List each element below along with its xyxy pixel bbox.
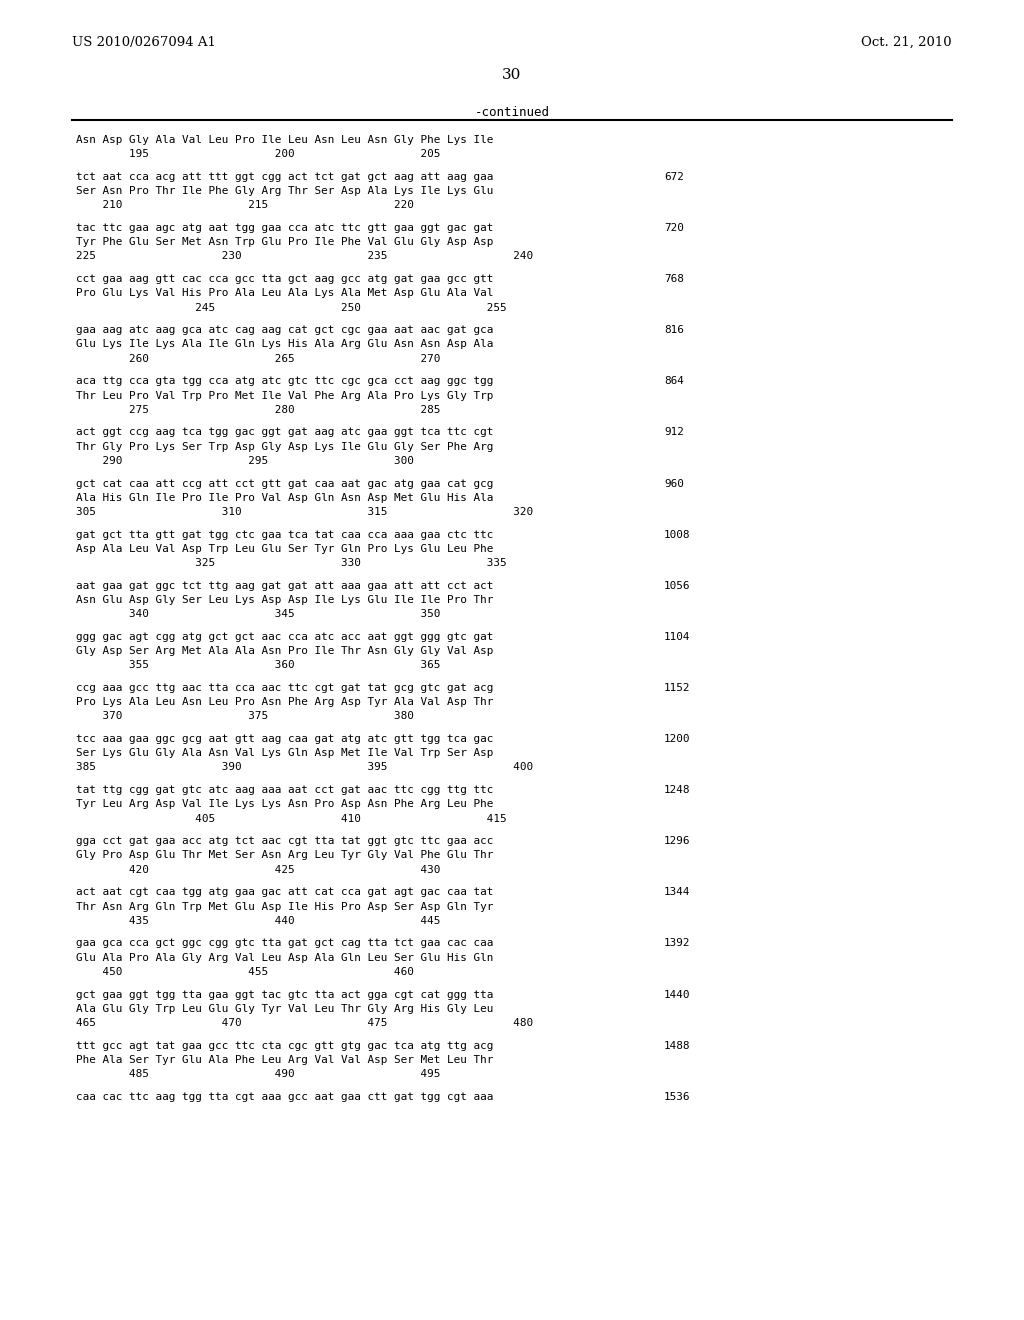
Text: ttt gcc agt tat gaa gcc ttc cta cgc gtt gtg gac tca atg ttg acg: ttt gcc agt tat gaa gcc ttc cta cgc gtt …	[76, 1040, 494, 1051]
Text: Asn Glu Asp Gly Ser Leu Lys Asp Asp Ile Lys Glu Ile Ile Pro Thr: Asn Glu Asp Gly Ser Leu Lys Asp Asp Ile …	[76, 595, 494, 605]
Text: Ala Glu Gly Trp Leu Glu Gly Tyr Val Leu Thr Gly Arg His Gly Leu: Ala Glu Gly Trp Leu Glu Gly Tyr Val Leu …	[76, 1003, 494, 1014]
Text: 672: 672	[664, 172, 684, 182]
Text: Ala His Gln Ile Pro Ile Pro Val Asp Gln Asn Asp Met Glu His Ala: Ala His Gln Ile Pro Ile Pro Val Asp Gln …	[76, 492, 494, 503]
Text: 1104: 1104	[664, 632, 690, 642]
Text: 485                   490                   495: 485 490 495	[76, 1069, 440, 1078]
Text: Oct. 21, 2010: Oct. 21, 2010	[861, 36, 952, 49]
Text: 1440: 1440	[664, 990, 690, 999]
Text: 1152: 1152	[664, 682, 690, 693]
Text: 864: 864	[664, 376, 684, 387]
Text: cct gaa aag gtt cac cca gcc tta gct aag gcc atg gat gaa gcc gtt: cct gaa aag gtt cac cca gcc tta gct aag …	[76, 275, 494, 284]
Text: 465                   470                   475                   480: 465 470 475 480	[76, 1018, 534, 1028]
Text: gga cct gat gaa acc atg tct aac cgt tta tat ggt gtc ttc gaa acc: gga cct gat gaa acc atg tct aac cgt tta …	[76, 836, 494, 846]
Text: -continued: -continued	[474, 106, 550, 119]
Text: Pro Lys Ala Leu Asn Leu Pro Asn Phe Arg Asp Tyr Ala Val Asp Thr: Pro Lys Ala Leu Asn Leu Pro Asn Phe Arg …	[76, 697, 494, 708]
Text: 195                   200                   205: 195 200 205	[76, 149, 440, 160]
Text: 1392: 1392	[664, 939, 690, 948]
Text: 450                   455                   460: 450 455 460	[76, 966, 414, 977]
Text: 305                   310                   315                   320: 305 310 315 320	[76, 507, 534, 517]
Text: 370                   375                   380: 370 375 380	[76, 711, 414, 721]
Text: gct gaa ggt tgg tta gaa ggt tac gtc tta act gga cgt cat ggg tta: gct gaa ggt tgg tta gaa ggt tac gtc tta …	[76, 990, 494, 999]
Text: act ggt ccg aag tca tgg gac ggt gat aag atc gaa ggt tca ttc cgt: act ggt ccg aag tca tgg gac ggt gat aag …	[76, 428, 494, 437]
Text: 768: 768	[664, 275, 684, 284]
Text: Glu Ala Pro Ala Gly Arg Val Leu Asp Ala Gln Leu Ser Glu His Gln: Glu Ala Pro Ala Gly Arg Val Leu Asp Ala …	[76, 953, 494, 962]
Text: Pro Glu Lys Val His Pro Ala Leu Ala Lys Ala Met Asp Glu Ala Val: Pro Glu Lys Val His Pro Ala Leu Ala Lys …	[76, 288, 494, 298]
Text: Thr Leu Pro Val Trp Pro Met Ile Val Phe Arg Ala Pro Lys Gly Trp: Thr Leu Pro Val Trp Pro Met Ile Val Phe …	[76, 391, 494, 400]
Text: tcc aaa gaa ggc gcg aat gtt aag caa gat atg atc gtt tgg tca gac: tcc aaa gaa ggc gcg aat gtt aag caa gat …	[76, 734, 494, 744]
Text: caa cac ttc aag tgg tta cgt aaa gcc aat gaa ctt gat tgg cgt aaa: caa cac ttc aag tgg tta cgt aaa gcc aat …	[76, 1092, 494, 1102]
Text: 1008: 1008	[664, 529, 690, 540]
Text: Asp Ala Leu Val Asp Trp Leu Glu Ser Tyr Gln Pro Lys Glu Leu Phe: Asp Ala Leu Val Asp Trp Leu Glu Ser Tyr …	[76, 544, 494, 554]
Text: tct aat cca acg att ttt ggt cgg act tct gat gct aag att aag gaa: tct aat cca acg att ttt ggt cgg act tct …	[76, 172, 494, 182]
Text: 340                   345                   350: 340 345 350	[76, 609, 440, 619]
Text: 30: 30	[503, 69, 521, 82]
Text: 385                   390                   395                   400: 385 390 395 400	[76, 763, 534, 772]
Text: Tyr Phe Glu Ser Met Asn Trp Glu Pro Ile Phe Val Glu Gly Asp Asp: Tyr Phe Glu Ser Met Asn Trp Glu Pro Ile …	[76, 238, 494, 247]
Text: Thr Gly Pro Lys Ser Trp Asp Gly Asp Lys Ile Glu Gly Ser Phe Arg: Thr Gly Pro Lys Ser Trp Asp Gly Asp Lys …	[76, 442, 494, 451]
Text: 960: 960	[664, 479, 684, 488]
Text: ccg aaa gcc ttg aac tta cca aac ttc cgt gat tat gcg gtc gat acg: ccg aaa gcc ttg aac tta cca aac ttc cgt …	[76, 682, 494, 693]
Text: 245                   250                   255: 245 250 255	[76, 302, 507, 313]
Text: 260                   265                   270: 260 265 270	[76, 354, 440, 363]
Text: US 2010/0267094 A1: US 2010/0267094 A1	[72, 36, 216, 49]
Text: 355                   360                   365: 355 360 365	[76, 660, 440, 671]
Text: 225                   230                   235                   240: 225 230 235 240	[76, 251, 534, 261]
Text: gaa aag atc aag gca atc cag aag cat gct cgc gaa aat aac gat gca: gaa aag atc aag gca atc cag aag cat gct …	[76, 325, 494, 335]
Text: aat gaa gat ggc tct ttg aag gat gat att aaa gaa att att cct act: aat gaa gat ggc tct ttg aag gat gat att …	[76, 581, 494, 591]
Text: Phe Ala Ser Tyr Glu Ala Phe Leu Arg Val Val Asp Ser Met Leu Thr: Phe Ala Ser Tyr Glu Ala Phe Leu Arg Val …	[76, 1055, 494, 1065]
Text: tac ttc gaa agc atg aat tgg gaa cca atc ttc gtt gaa ggt gac gat: tac ttc gaa agc atg aat tgg gaa cca atc …	[76, 223, 494, 234]
Text: 405                   410                   415: 405 410 415	[76, 813, 507, 824]
Text: 325                   330                   335: 325 330 335	[76, 558, 507, 568]
Text: 816: 816	[664, 325, 684, 335]
Text: 1488: 1488	[664, 1040, 690, 1051]
Text: 1536: 1536	[664, 1092, 690, 1102]
Text: Ser Lys Glu Gly Ala Asn Val Lys Gln Asp Met Ile Val Trp Ser Asp: Ser Lys Glu Gly Ala Asn Val Lys Gln Asp …	[76, 748, 494, 758]
Text: Asn Asp Gly Ala Val Leu Pro Ile Leu Asn Leu Asn Gly Phe Lys Ile: Asn Asp Gly Ala Val Leu Pro Ile Leu Asn …	[76, 135, 494, 145]
Text: 1200: 1200	[664, 734, 690, 744]
Text: 1248: 1248	[664, 785, 690, 795]
Text: Ser Asn Pro Thr Ile Phe Gly Arg Thr Ser Asp Ala Lys Ile Lys Glu: Ser Asn Pro Thr Ile Phe Gly Arg Thr Ser …	[76, 186, 494, 197]
Text: 290                   295                   300: 290 295 300	[76, 455, 414, 466]
Text: aca ttg cca gta tgg cca atg atc gtc ttc cgc gca cct aag ggc tgg: aca ttg cca gta tgg cca atg atc gtc ttc …	[76, 376, 494, 387]
Text: Gly Asp Ser Arg Met Ala Ala Asn Pro Ile Thr Asn Gly Gly Val Asp: Gly Asp Ser Arg Met Ala Ala Asn Pro Ile …	[76, 645, 494, 656]
Text: 1344: 1344	[664, 887, 690, 898]
Text: Gly Pro Asp Glu Thr Met Ser Asn Arg Leu Tyr Gly Val Phe Glu Thr: Gly Pro Asp Glu Thr Met Ser Asn Arg Leu …	[76, 850, 494, 861]
Text: Thr Asn Arg Gln Trp Met Glu Asp Ile His Pro Asp Ser Asp Gln Tyr: Thr Asn Arg Gln Trp Met Glu Asp Ile His …	[76, 902, 494, 912]
Text: 912: 912	[664, 428, 684, 437]
Text: Glu Lys Ile Lys Ala Ile Gln Lys His Ala Arg Glu Asn Asn Asp Ala: Glu Lys Ile Lys Ala Ile Gln Lys His Ala …	[76, 339, 494, 350]
Text: tat ttg cgg gat gtc atc aag aaa aat cct gat aac ttc cgg ttg ttc: tat ttg cgg gat gtc atc aag aaa aat cct …	[76, 785, 494, 795]
Text: 210                   215                   220: 210 215 220	[76, 201, 414, 210]
Text: gct cat caa att ccg att cct gtt gat caa aat gac atg gaa cat gcg: gct cat caa att ccg att cct gtt gat caa …	[76, 479, 494, 488]
Text: 720: 720	[664, 223, 684, 234]
Text: gaa gca cca gct ggc cgg gtc tta gat gct cag tta tct gaa cac caa: gaa gca cca gct ggc cgg gtc tta gat gct …	[76, 939, 494, 948]
Text: 1056: 1056	[664, 581, 690, 591]
Text: 420                   425                   430: 420 425 430	[76, 865, 440, 875]
Text: act aat cgt caa tgg atg gaa gac att cat cca gat agt gac caa tat: act aat cgt caa tgg atg gaa gac att cat …	[76, 887, 494, 898]
Text: 435                   440                   445: 435 440 445	[76, 916, 440, 925]
Text: 1296: 1296	[664, 836, 690, 846]
Text: Tyr Leu Arg Asp Val Ile Lys Lys Asn Pro Asp Asn Phe Arg Leu Phe: Tyr Leu Arg Asp Val Ile Lys Lys Asn Pro …	[76, 800, 494, 809]
Text: 275                   280                   285: 275 280 285	[76, 405, 440, 414]
Text: gat gct tta gtt gat tgg ctc gaa tca tat caa cca aaa gaa ctc ttc: gat gct tta gtt gat tgg ctc gaa tca tat …	[76, 529, 494, 540]
Text: ggg gac agt cgg atg gct gct aac cca atc acc aat ggt ggg gtc gat: ggg gac agt cgg atg gct gct aac cca atc …	[76, 632, 494, 642]
